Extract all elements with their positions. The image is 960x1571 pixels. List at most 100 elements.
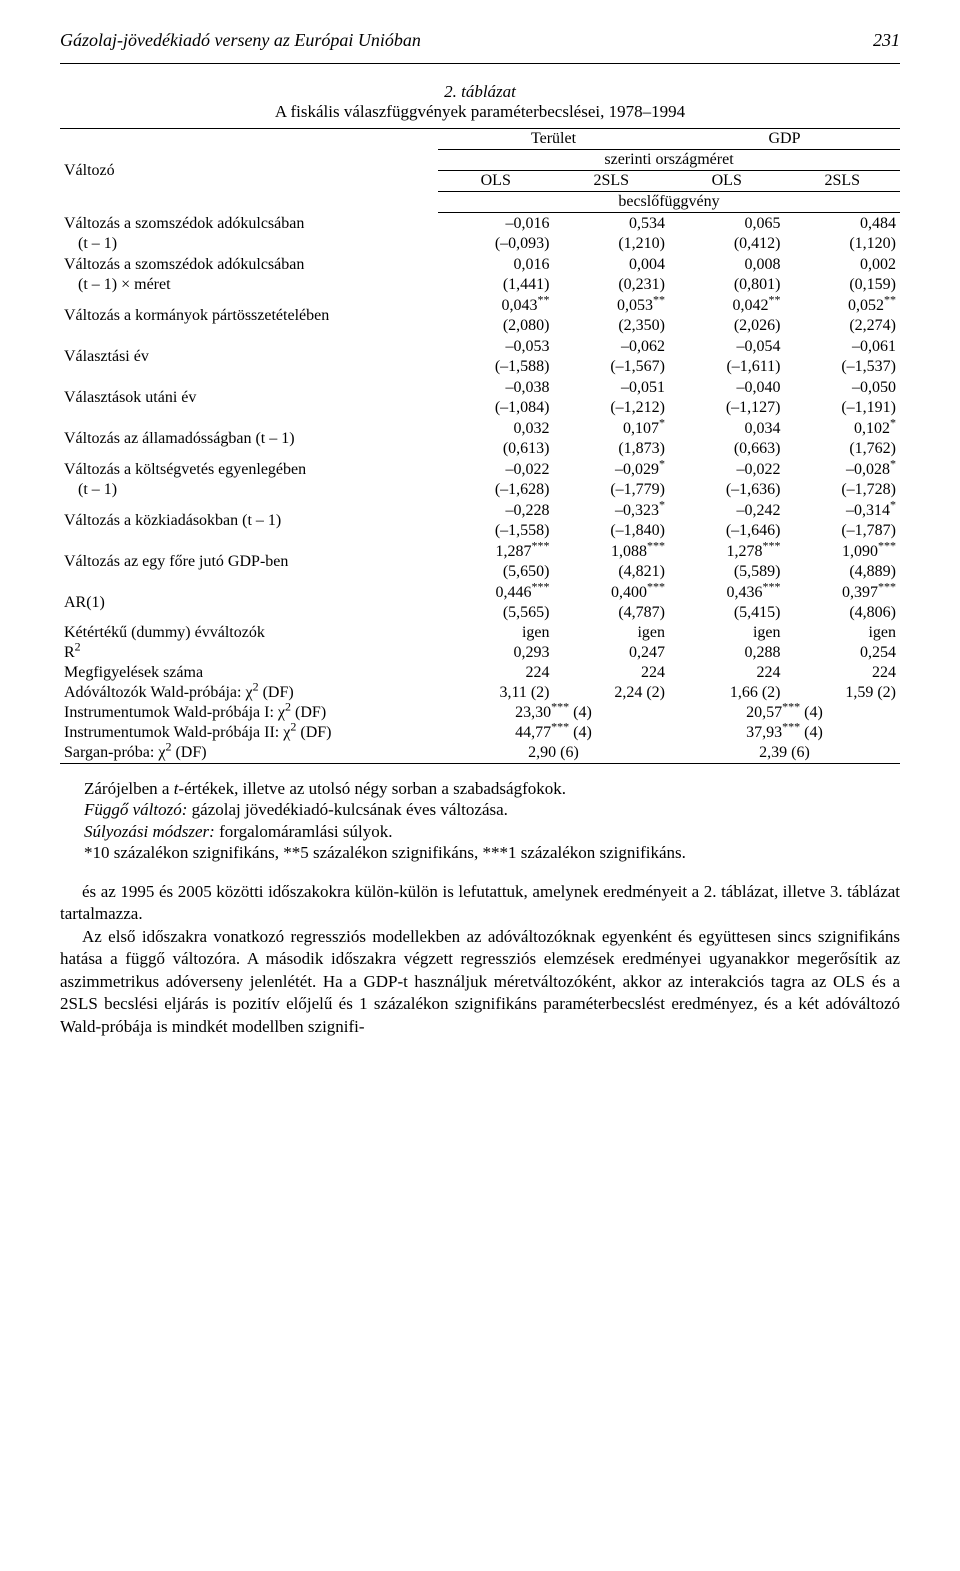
table-row: AR(1)0,446***0,400***0,436***0,397*** [60,582,900,603]
cell: 2,39 (6) [669,743,900,764]
estimates-table: Változó Terület GDP szerinti országméret… [60,128,900,764]
table-row: Instrumentumok Wald-próbája II: χ2 (DF)4… [60,723,900,743]
cell: (1,873) [554,439,670,459]
cell: (–1,588) [438,357,554,377]
row-label: Választási év [60,336,438,377]
row-label: Változás a költségvetés egyenlegében [60,459,438,480]
cell: –0,050 [785,377,901,398]
cell: 0,034 [669,418,785,439]
cell: 0,534 [554,213,670,235]
cell: 37,93*** (4) [669,723,900,743]
cell: 0,043** [438,295,554,316]
cell: igen [785,623,901,643]
cell: igen [438,623,554,643]
row-label: Választások utáni év [60,377,438,418]
header-row-1: Változó Terület GDP [60,129,900,150]
note-line: Zárójelben a t-értékek, illetve az utols… [84,778,900,799]
table-row: Kétértékű (dummy) évváltozókigenigenigen… [60,623,900,643]
cell: –0,016 [438,213,554,235]
cell: (–1,628) [438,480,554,500]
row-label: Sargan-próba: χ2 (DF) [60,743,438,764]
cell: 44,77*** (4) [438,723,669,743]
cell: 1,278*** [669,541,785,562]
running-head: Gázolaj-jövedékiadó verseny az Európai U… [60,30,900,51]
cell: –0,054 [669,336,785,357]
cell: –0,323* [554,500,670,521]
running-title: Gázolaj-jövedékiadó verseny az Európai U… [60,30,421,51]
cell: (4,787) [554,603,670,623]
cell: (0,231) [554,275,670,295]
cell: (–1,084) [438,398,554,418]
cell: 0,107* [554,418,670,439]
header-col4: 2SLS [785,171,901,192]
row-label: Változás az egy főre jutó GDP-ben [60,541,438,582]
header-variable: Változó [60,129,438,213]
note-line: Súlyozási módszer: forgalomáramlási súly… [84,821,900,842]
table-row: Sargan-próba: χ2 (DF)2,90 (6)2,39 (6) [60,743,900,764]
cell: –0,028* [785,459,901,480]
table-row: Változás a kormányok pártösszetételében0… [60,295,900,316]
cell: 0,293 [438,643,554,663]
cell: (–1,779) [554,480,670,500]
header-estimator: becslőfüggvény [438,192,900,213]
cell: igen [669,623,785,643]
row-label: AR(1) [60,582,438,623]
cell: (–0,093) [438,234,554,254]
caption-number: 2. táblázat [444,82,516,101]
cell: 3,11 (2) [438,683,554,703]
table-row: Változás a közkiadásokban (t – 1)–0,228–… [60,500,900,521]
cell: –0,228 [438,500,554,521]
cell: 0,053** [554,295,670,316]
table-row: Választások utáni év–0,038–0,051–0,040–0… [60,377,900,398]
cell: 0,008 [669,254,785,275]
row-label: Változás a kormányok pártösszetételében [60,295,438,336]
head-rule [60,63,900,64]
cell: (–1,191) [785,398,901,418]
cell: –0,242 [669,500,785,521]
cell: 1,59 (2) [785,683,901,703]
table-row: Választási év–0,053–0,062–0,054–0,061 [60,336,900,357]
cell: 0,052** [785,295,901,316]
row-label: Megfigyelések száma [60,663,438,683]
table-row: (t – 1)(–1,628)(–1,779)(–1,636)(–1,728) [60,480,900,500]
caption-title: A fiskális válaszfüggvények paraméterbec… [275,102,685,121]
body-paragraph: és az 1995 és 2005 közötti időszakokra k… [60,881,900,926]
row-label: Instrumentumok Wald-próbája II: χ2 (DF) [60,723,438,743]
cell: 0,436*** [669,582,785,603]
cell: 2,90 (6) [438,743,669,764]
cell: 0,002 [785,254,901,275]
table-row: Változás a szomszédok adókulcsában0,0160… [60,254,900,275]
table-notes: Zárójelben a t-értékek, illetve az utols… [60,778,900,863]
note-line: *10 százalékon szignifikáns, **5 százalé… [84,842,900,863]
table-row: Változás az államadósságban (t – 1)0,032… [60,418,900,439]
cell: 224 [554,663,670,683]
body-paragraph: Az első időszakra vonatkozó regressziós … [60,926,900,1038]
cell: (–1,127) [669,398,785,418]
cell: 224 [785,663,901,683]
table-body-colspan: Instrumentumok Wald-próbája I: χ2 (DF)23… [60,703,900,764]
cell: –0,314* [785,500,901,521]
cell: (5,415) [669,603,785,623]
cell: 0,102* [785,418,901,439]
cell: (–1,728) [785,480,901,500]
row-label: Változás a szomszédok adókulcsában [60,213,438,235]
cell: –0,029* [554,459,670,480]
cell: 0,042** [669,295,785,316]
cell: 0,484 [785,213,901,235]
cell: (0,159) [785,275,901,295]
table-caption: 2. táblázat A fiskális válaszfüggvények … [60,82,900,122]
cell: 224 [669,663,785,683]
cell: 2,24 (2) [554,683,670,703]
cell: (0,412) [669,234,785,254]
cell: 1,090*** [785,541,901,562]
page-number: 231 [873,30,900,51]
cell: –0,022 [438,459,554,480]
cell: 0,288 [669,643,785,663]
row-label: Adóváltozók Wald-próbája: χ2 (DF) [60,683,438,703]
row-label: Változás a szomszédok adókulcsában [60,254,438,275]
cell: (1,762) [785,439,901,459]
cell: 1,088*** [554,541,670,562]
header-block-b: GDP [669,129,900,150]
cell: (–1,611) [669,357,785,377]
cell: –0,038 [438,377,554,398]
